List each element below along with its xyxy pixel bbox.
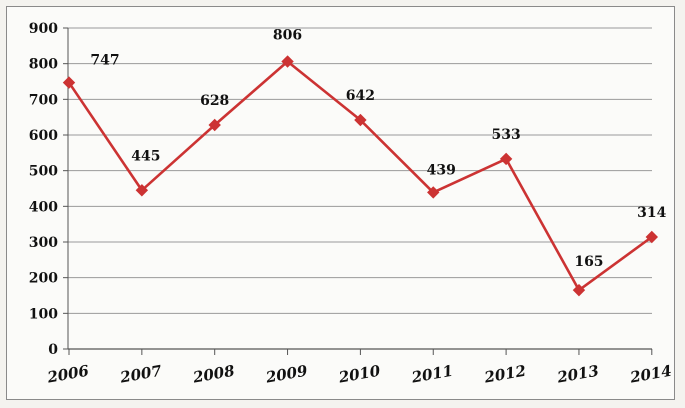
chart-frame: [6, 6, 675, 400]
x-tick-label-2014: 2014: [628, 362, 673, 387]
data-point-2006: [62, 76, 76, 89]
x-tick-label-2009: 2009: [264, 361, 310, 386]
y-tick-label-700: 700: [29, 92, 58, 108]
data-label-2013: 165: [574, 254, 603, 270]
y-tick-label-100: 100: [29, 306, 58, 322]
data-label-2012: 533: [491, 127, 520, 143]
series-markers: [62, 55, 659, 297]
y-tick-label-900: 900: [29, 21, 58, 37]
data-point-2009: [281, 55, 294, 68]
y-tick-label-600: 600: [29, 128, 58, 144]
y-tick-label-400: 400: [29, 199, 58, 215]
data-label-2008: 628: [200, 93, 229, 109]
y-tick-label-200: 200: [29, 271, 58, 287]
data-point-2008: [208, 118, 221, 132]
gridlines: [68, 27, 652, 314]
x-tick-label-2008: 2008: [191, 361, 237, 386]
data-point-2010: [354, 113, 367, 127]
x-tick-label-2006: 2006: [45, 361, 91, 386]
x-tick-label-2010: 2010: [336, 361, 382, 386]
x-tick-label-2007: 2007: [118, 361, 164, 386]
y-tick-label-0: 0: [48, 342, 58, 358]
data-label-2009: 806: [273, 28, 302, 44]
data-label-2011: 439: [427, 162, 456, 178]
data-point-2012: [499, 152, 513, 166]
data-label-2014: 314: [637, 205, 666, 221]
data-labels: 747 445 628 806 642 439 533 165 314: [90, 28, 666, 271]
data-point-2014: [645, 230, 659, 244]
data-point-2007: [135, 184, 149, 197]
x-tick-label-2011: 2011: [409, 362, 454, 387]
data-label-2006: 747: [90, 53, 119, 69]
y-axis-tick-labels: 0 100 200 300 400 500 600 700 800 900: [29, 21, 58, 358]
x-tick-label-2012: 2012: [482, 362, 527, 387]
x-axis-tick-labels: 2006 2007 2008 2009 2010 2011 2012 2013 2014: [45, 361, 673, 386]
data-label-2007: 445: [131, 148, 160, 164]
x-tick-label-2013: 2013: [555, 362, 600, 387]
y-tick-label-500: 500: [29, 164, 58, 180]
data-point-2011: [427, 186, 440, 199]
data-point-2013: [572, 283, 586, 297]
data-label-2010: 642: [346, 88, 375, 104]
y-tick-label-300: 300: [29, 235, 58, 251]
axes: [63, 27, 653, 355]
y-tick-label-800: 800: [29, 57, 58, 73]
